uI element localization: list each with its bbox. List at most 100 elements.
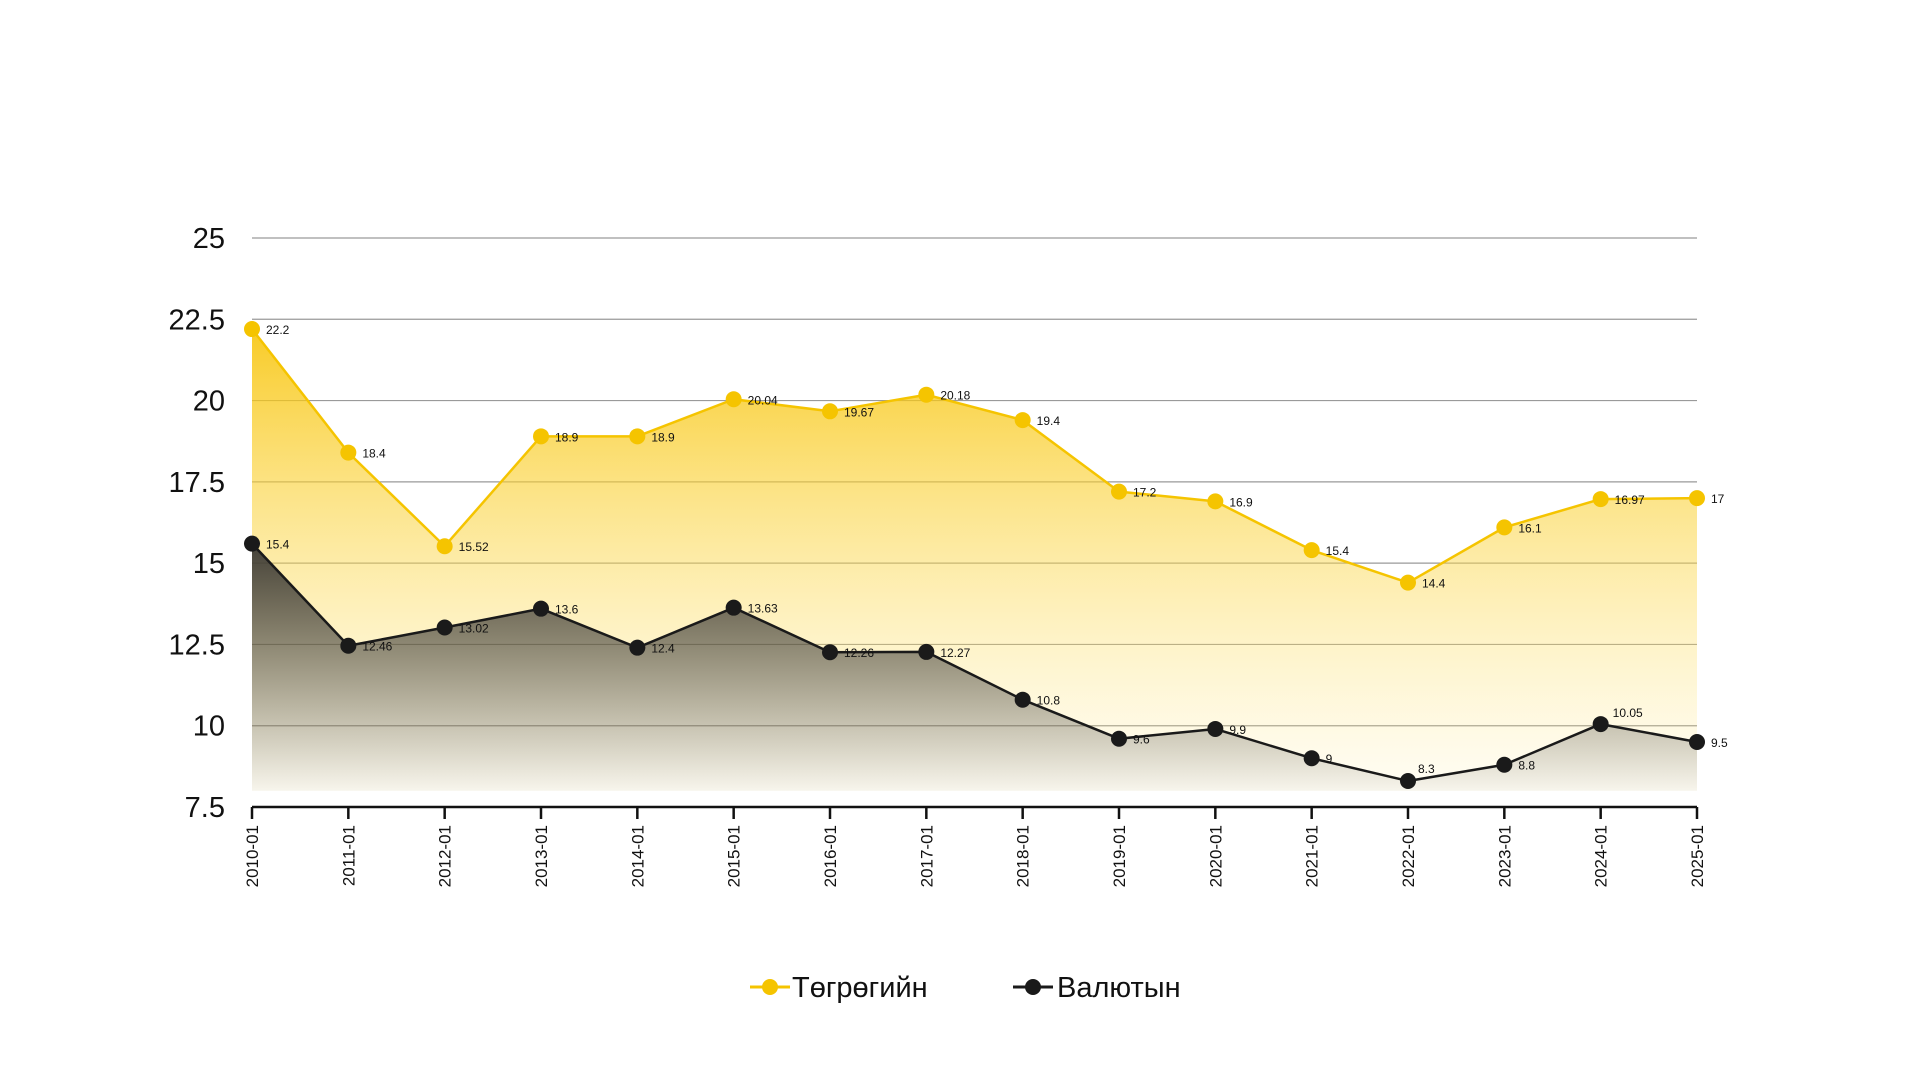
data-labels: 22.2 18.4 15.52 18.9 18.9 20.04 19.67 20.18 19.4… — [266, 323, 1728, 776]
point-valyutyn — [1689, 733, 1705, 750]
data-label-togrogiin: 18.4 — [362, 447, 386, 461]
data-label-valyutyn: 12.46 — [362, 640, 392, 654]
data-label-valyutyn: 8.3 — [1418, 762, 1435, 776]
y-tick-label: 7.5 — [185, 792, 225, 824]
x-tick-label: 2024-01 — [1592, 825, 1611, 887]
data-label-togrogiin: 18.9 — [651, 430, 675, 444]
data-label-togrogiin: 14.4 — [1422, 577, 1446, 591]
point-valyutyn — [918, 643, 935, 660]
data-label-valyutyn: 10.05 — [1613, 706, 1643, 720]
point-togrogiin — [1592, 491, 1609, 508]
data-label-valyutyn: 9.6 — [1133, 733, 1150, 747]
point-togrogiin — [1111, 483, 1127, 500]
x-tick-label: 2019-01 — [1110, 825, 1129, 887]
point-togrogiin — [1303, 542, 1320, 559]
x-tick-label: 2023-01 — [1495, 825, 1514, 887]
areas — [252, 329, 1697, 791]
point-togrogiin — [1496, 519, 1513, 536]
data-label-togrogiin: 15.52 — [459, 540, 489, 554]
x-axis: 2010-01 2011-01 2012-01 2013-01 2014-01 2015-… — [243, 805, 1707, 887]
x-tick-label: 2021-01 — [1303, 825, 1322, 887]
line-valyutyn — [251, 542, 1698, 783]
point-valyutyn — [629, 639, 646, 656]
data-label-valyutyn: 13.6 — [555, 603, 579, 617]
data-label-valyutyn: 12.27 — [940, 646, 970, 660]
x-tick-label: 2013-01 — [532, 825, 551, 887]
y-tick-label: 10 — [193, 711, 225, 743]
legend-marker-togrogiin — [762, 979, 778, 995]
point-togrogiin — [436, 538, 453, 555]
x-tick-label: 2012-01 — [436, 825, 455, 887]
point-valyutyn — [533, 600, 549, 617]
point-togrogiin — [244, 321, 260, 338]
point-togrogiin — [629, 428, 646, 445]
x-tick-label: 2010-01 — [243, 825, 262, 887]
point-togrogiin — [725, 391, 742, 408]
data-label-valyutyn: 12.4 — [651, 642, 675, 656]
point-togrogiin — [340, 444, 357, 461]
data-label-valyutyn: 13.02 — [459, 622, 489, 636]
data-label-togrogiin: 18.9 — [555, 430, 579, 444]
data-label-togrogiin: 16.1 — [1518, 521, 1542, 535]
point-valyutyn — [436, 619, 453, 636]
line-togrogiin — [251, 328, 1698, 584]
data-label-togrogiin: 17.2 — [1133, 486, 1157, 500]
point-togrogiin — [918, 386, 935, 403]
y-tick-label: 17.5 — [169, 467, 225, 499]
y-tick-label: 15 — [193, 548, 225, 580]
data-label-togrogiin: 15.4 — [1326, 544, 1350, 558]
x-tick-label: 2022-01 — [1399, 825, 1418, 887]
data-label-togrogiin: 20.04 — [748, 393, 778, 407]
x-tick-label: 2011-01 — [339, 825, 358, 886]
y-tick-label: 25 — [193, 223, 225, 255]
point-togrogiin — [1207, 493, 1224, 510]
data-label-valyutyn: 15.4 — [266, 538, 290, 552]
legend-label-valyutyn: Валютын — [1057, 972, 1181, 1004]
y-tick-label: 20 — [193, 386, 225, 418]
x-tick-label: 2020-01 — [1206, 825, 1225, 887]
point-valyutyn — [1303, 750, 1320, 767]
point-valyutyn — [1592, 716, 1609, 733]
area-valyutyn — [252, 543, 1697, 791]
x-tick-label: 2016-01 — [821, 825, 840, 887]
data-label-valyutyn: 12.26 — [844, 646, 874, 660]
data-label-valyutyn: 9.9 — [1229, 723, 1246, 737]
legend: Төгрөгийн Валютын — [750, 972, 1181, 1004]
data-label-valyutyn: 8.8 — [1518, 759, 1535, 773]
data-label-togrogiin: 16.9 — [1229, 495, 1253, 509]
y-tick-label: 12.5 — [169, 629, 225, 661]
series-lines — [251, 328, 1698, 783]
point-togrogiin — [1014, 412, 1031, 429]
x-tick-label: 2018-01 — [1014, 825, 1033, 887]
point-valyutyn — [822, 644, 838, 661]
point-valyutyn — [1111, 730, 1127, 747]
point-valyutyn — [1207, 720, 1224, 737]
data-label-valyutyn: 9.5 — [1711, 736, 1728, 750]
legend-marker-valyutyn — [1025, 979, 1041, 995]
legend-label-togrogiin: Төгрөгийн — [792, 972, 928, 1004]
data-label-togrogiin: 19.67 — [844, 405, 874, 419]
point-valyutyn — [340, 637, 357, 654]
data-label-togrogiin: 22.2 — [266, 323, 290, 337]
data-label-valyutyn: 10.8 — [1037, 694, 1061, 708]
data-label-valyutyn: 9 — [1326, 752, 1333, 766]
point-togrogiin — [1689, 490, 1705, 507]
data-label-valyutyn: 13.63 — [748, 602, 778, 616]
point-valyutyn — [725, 599, 742, 616]
data-label-togrogiin: 17 — [1711, 492, 1725, 506]
x-tick-label: 2015-01 — [725, 825, 744, 887]
point-valyutyn — [1014, 691, 1031, 708]
point-valyutyn — [244, 535, 260, 552]
series-points — [244, 321, 1705, 789]
point-togrogiin — [533, 428, 549, 445]
point-valyutyn — [1400, 772, 1416, 789]
data-label-togrogiin: 16.97 — [1615, 493, 1645, 507]
y-tick-label: 22.5 — [169, 304, 225, 336]
data-label-togrogiin: 19.4 — [1037, 414, 1061, 428]
x-tick-label: 2025-01 — [1688, 825, 1707, 887]
x-tick-label: 2014-01 — [628, 825, 647, 887]
data-label-togrogiin: 20.18 — [940, 389, 970, 403]
point-valyutyn — [1496, 756, 1513, 773]
point-togrogiin — [1400, 574, 1416, 591]
